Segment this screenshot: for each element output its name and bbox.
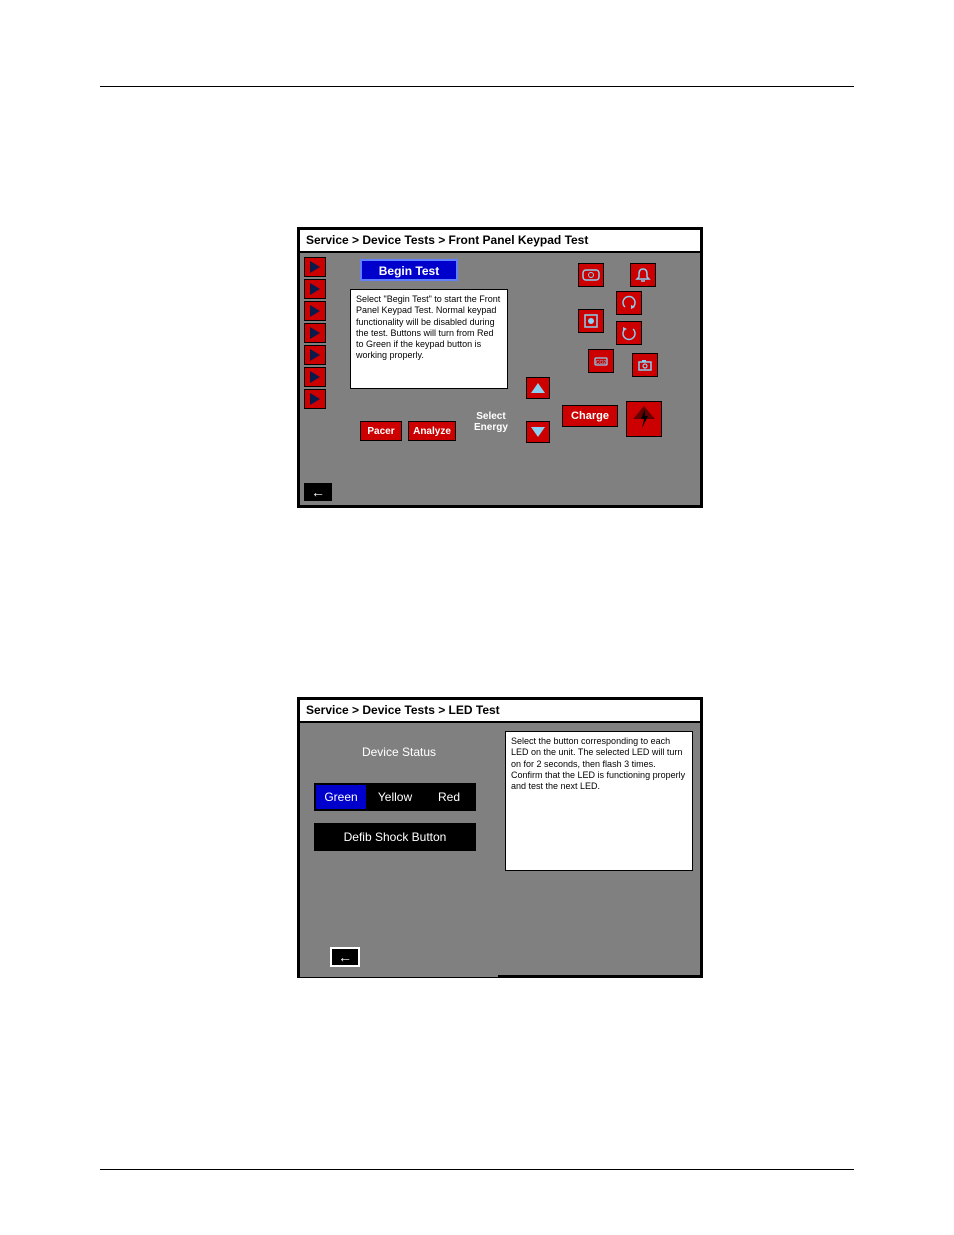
back-button[interactable]: ← — [304, 483, 332, 501]
back-button[interactable]: ← — [330, 947, 360, 967]
play-icon — [308, 261, 322, 273]
return-icon — [621, 325, 637, 341]
softkey-7[interactable] — [304, 389, 326, 409]
record-icon — [583, 313, 599, 329]
led-color-row: Green Yellow Red — [314, 783, 476, 811]
chevron-down-icon — [531, 427, 545, 437]
shock-icon — [633, 406, 655, 432]
breadcrumb: Service > Device Tests > Front Panel Key… — [300, 230, 700, 253]
begin-test-button[interactable]: Begin Test — [360, 259, 458, 281]
nibp-button[interactable] — [578, 263, 604, 287]
play-icon — [308, 393, 322, 405]
device-status-heading: Device Status — [300, 745, 498, 759]
bell-icon — [635, 267, 651, 283]
play-icon — [308, 283, 322, 295]
co2-icon: CO2 — [593, 354, 609, 368]
instruction-text-box: Select the button corresponding to each … — [505, 731, 693, 871]
nibp-icon — [582, 267, 600, 283]
return-button[interactable] — [616, 321, 642, 345]
softkey-6[interactable] — [304, 367, 326, 387]
shock-button[interactable] — [626, 401, 662, 437]
chevron-up-icon — [531, 383, 545, 393]
led-controls-panel: Device Status Green Yellow Red Defib Sho… — [300, 723, 498, 977]
softkey-5[interactable] — [304, 345, 326, 365]
play-icon — [308, 349, 322, 361]
display-button[interactable] — [616, 291, 642, 315]
top-rule — [100, 86, 854, 87]
bottom-rule — [100, 1169, 854, 1170]
led-test-screen: Service > Device Tests > LED Test Device… — [297, 697, 703, 978]
energy-up-button[interactable] — [526, 377, 550, 399]
softkey-4[interactable] — [304, 323, 326, 343]
record-button[interactable] — [578, 309, 604, 333]
breadcrumb: Service > Device Tests > LED Test — [300, 700, 700, 723]
softkey-column — [304, 257, 328, 411]
defib-shock-button[interactable]: Defib Shock Button — [314, 823, 476, 851]
softkey-3[interactable] — [304, 301, 326, 321]
softkey-1[interactable] — [304, 257, 326, 277]
info-text-box: Select "Begin Test" to start the Front P… — [350, 289, 508, 389]
yellow-led-button[interactable]: Yellow — [368, 783, 422, 811]
play-icon — [308, 371, 322, 383]
keypad-test-screen: Service > Device Tests > Front Panel Key… — [297, 227, 703, 508]
play-icon — [308, 305, 322, 317]
pacer-button[interactable]: Pacer — [360, 421, 402, 441]
play-icon — [308, 327, 322, 339]
energy-down-button[interactable] — [526, 421, 550, 443]
camera-icon — [637, 357, 653, 373]
green-led-button[interactable]: Green — [314, 783, 368, 811]
analyze-button[interactable]: Analyze — [408, 421, 456, 441]
brightness-button[interactable]: CO2 — [588, 349, 614, 373]
charge-button[interactable]: Charge — [562, 405, 618, 427]
loop-icon — [621, 295, 637, 311]
select-energy-label: Select Energy — [474, 411, 508, 433]
alarm-button[interactable] — [630, 263, 656, 287]
snapshot-button[interactable] — [632, 353, 658, 377]
softkey-2[interactable] — [304, 279, 326, 299]
red-led-button[interactable]: Red — [422, 783, 476, 811]
svg-text:CO2: CO2 — [596, 360, 607, 366]
